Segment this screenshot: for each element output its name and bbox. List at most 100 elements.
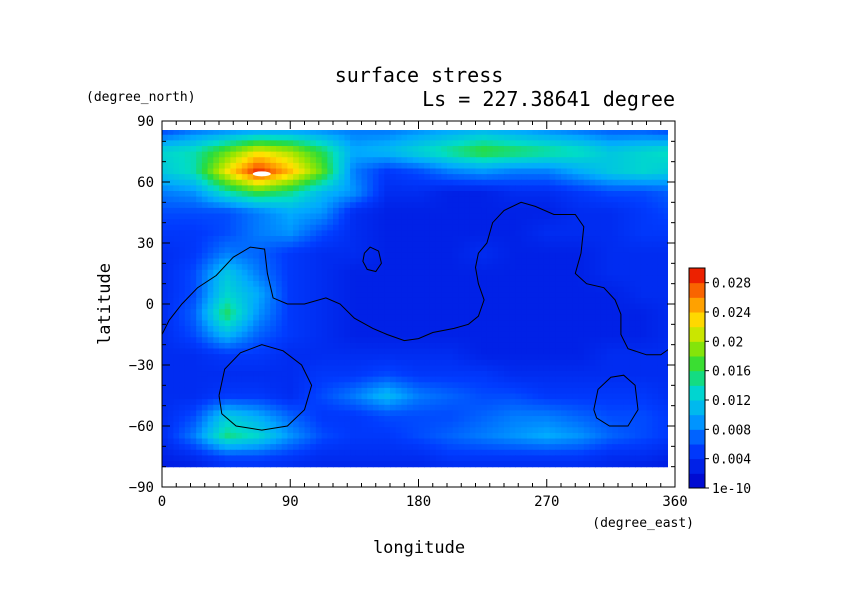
- heatmap-cell: [618, 410, 625, 417]
- heatmap-cell: [207, 331, 214, 338]
- heatmap-cell: [304, 157, 311, 164]
- heatmap-cell: [395, 213, 402, 220]
- heatmap-cell: [219, 157, 226, 164]
- heatmap-cell: [561, 382, 568, 389]
- heatmap-cell: [253, 230, 260, 237]
- heatmap-cell: [327, 162, 334, 170]
- heatmap-cell: [367, 179, 374, 186]
- heatmap-cell: [555, 348, 562, 355]
- heatmap-cell: [315, 241, 323, 248]
- heatmap-cell: [635, 219, 642, 226]
- heatmap-cell: [281, 292, 288, 299]
- heatmap-cell: [515, 410, 522, 417]
- heatmap-cell: [390, 196, 397, 203]
- heatmap-cell: [230, 202, 237, 209]
- heatmap-cell: [412, 354, 420, 361]
- heatmap-cell: [486, 303, 494, 310]
- heatmap-cell: [600, 146, 608, 153]
- heatmap-cell: [652, 191, 659, 198]
- heatmap-cell: [578, 371, 585, 378]
- heatmap-cell: [657, 202, 665, 209]
- heatmap-cell: [418, 264, 425, 271]
- heatmap-cell: [657, 410, 665, 417]
- heatmap-cell: [304, 427, 311, 434]
- heatmap-cell: [469, 196, 477, 203]
- heatmap-cell: [407, 241, 414, 248]
- heatmap-cell: [572, 224, 579, 231]
- heatmap-cell: [663, 196, 668, 203]
- heatmap-cell: [264, 359, 271, 367]
- heatmap-cell: [606, 157, 613, 164]
- heatmap-cell: [241, 404, 249, 412]
- heatmap-cell: [578, 134, 585, 141]
- heatmap-cell: [367, 275, 374, 282]
- heatmap-cell: [412, 134, 420, 141]
- heatmap-cell: [486, 342, 494, 350]
- heatmap-cell: [361, 342, 368, 350]
- heatmap-cell: [447, 416, 454, 423]
- heatmap-cell: [384, 399, 391, 406]
- heatmap-cell: [258, 191, 266, 198]
- heatmap-cell: [412, 376, 420, 383]
- heatmap-cell: [384, 348, 391, 355]
- heatmap-cell: [578, 185, 585, 192]
- heatmap-cell: [344, 326, 351, 333]
- heatmap-cell: [230, 219, 237, 226]
- heatmap-cell: [589, 219, 596, 226]
- heatmap-cell: [315, 264, 323, 271]
- heatmap-cell: [566, 247, 573, 254]
- heatmap-cell: [304, 213, 311, 220]
- heatmap-cell: [469, 157, 477, 164]
- heatmap-cell: [458, 371, 465, 378]
- heatmap-cell: [429, 427, 437, 434]
- heatmap-cell: [173, 376, 180, 383]
- heatmap-cell: [583, 354, 591, 361]
- heatmap-cell: [464, 416, 471, 423]
- heatmap-cell: [481, 252, 488, 260]
- heatmap-cell: [640, 258, 648, 265]
- heatmap-cell: [258, 416, 266, 423]
- heatmap-cell: [184, 191, 192, 198]
- heatmap-cell: [623, 303, 630, 310]
- heatmap-cell: [583, 174, 591, 181]
- heatmap-cell: [344, 359, 351, 367]
- heatmap-cell: [264, 224, 271, 231]
- heatmap-cell: [315, 292, 323, 299]
- heatmap-cell: [253, 286, 260, 293]
- heatmap-cell: [355, 157, 363, 164]
- heatmap-cell: [253, 213, 260, 220]
- heatmap-cell: [538, 162, 545, 170]
- heatmap-cell: [350, 213, 357, 220]
- heatmap-cell: [179, 179, 186, 186]
- heatmap-cell: [561, 207, 568, 215]
- heatmap-cell: [652, 258, 659, 265]
- heatmap-cell: [190, 213, 197, 220]
- heatmap-cell: [646, 410, 653, 417]
- heatmap-cell: [515, 320, 522, 327]
- heatmap-cell: [293, 337, 300, 344]
- heatmap-cell: [663, 151, 668, 158]
- heatmap-cell: [646, 191, 653, 198]
- heatmap-cell: [498, 331, 505, 338]
- heatmap-cell: [623, 162, 630, 170]
- heatmap-cell: [213, 219, 220, 226]
- heatmap-cell: [344, 399, 351, 406]
- heatmap-cell: [162, 337, 169, 344]
- heatmap-cell: [526, 162, 534, 170]
- heatmap-cell: [378, 337, 385, 344]
- heatmap-cell: [475, 371, 482, 378]
- heatmap-cell: [293, 427, 300, 434]
- heatmap-cell: [321, 337, 328, 344]
- heatmap-cell: [264, 134, 271, 141]
- heatmap-cell: [264, 410, 271, 417]
- heatmap-cell: [606, 236, 613, 243]
- heatmap-cell: [338, 151, 345, 158]
- heatmap-cell: [281, 382, 288, 389]
- heatmap-cell: [435, 269, 442, 276]
- heatmap-cell: [612, 432, 619, 440]
- heatmap-cell: [663, 416, 668, 423]
- heatmap-cell: [458, 404, 465, 412]
- heatmap-cell: [469, 337, 477, 344]
- heatmap-cell: [452, 258, 459, 265]
- heatmap-cell: [344, 382, 351, 389]
